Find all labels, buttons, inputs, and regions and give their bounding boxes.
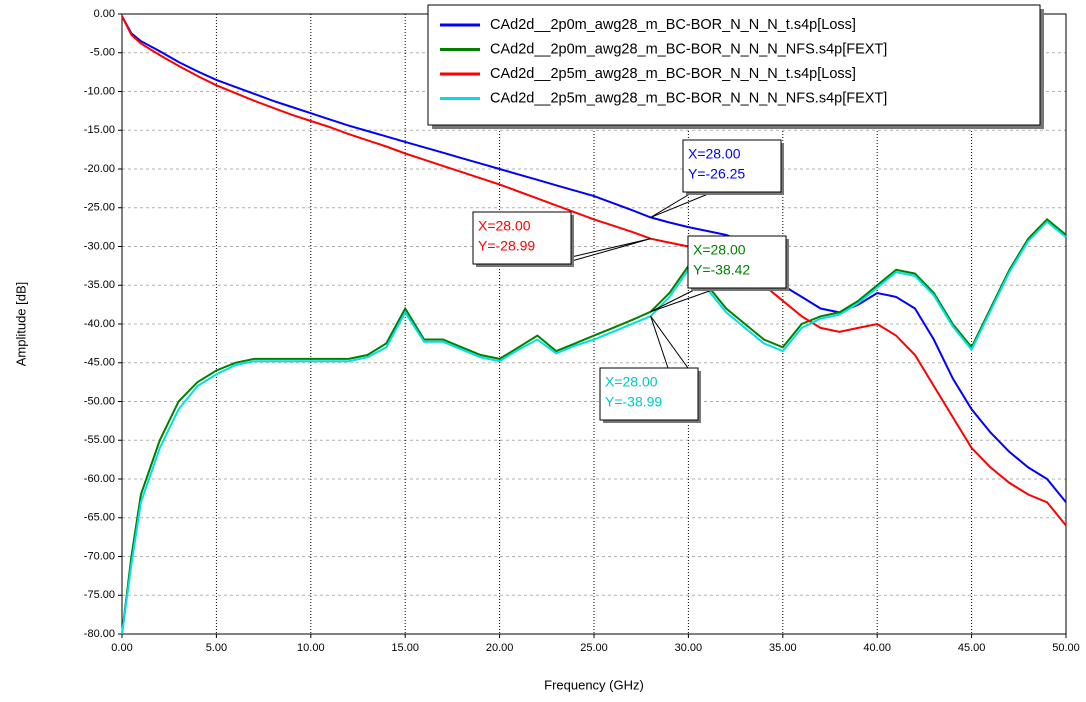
y-tick-label: -5.00: [90, 47, 115, 59]
x-tick-label: 0.00: [111, 642, 132, 654]
legend-label: CAd2d__2p0m_awg28_m_BC-BOR_N_N_N_NFS.s4p…: [490, 41, 887, 57]
annotation-box: [599, 367, 699, 421]
legend-label: CAd2d__2p0m_awg28_m_BC-BOR_N_N_N_t.s4p[L…: [490, 17, 856, 33]
annotation-label: X=28.00: [605, 374, 658, 390]
y-tick-label: -30.00: [84, 240, 115, 252]
y-tick-label: -20.00: [84, 163, 115, 175]
y-tick-label: -60.00: [84, 473, 115, 485]
y-tick-label: -35.00: [84, 279, 115, 291]
annotation-label: X=28.00: [688, 146, 741, 162]
series-line: [121, 15, 1067, 527]
legend-label: CAd2d__2p5m_awg28_m_BC-BOR_N_N_N_NFS.s4p…: [490, 90, 887, 106]
annotation-label: X=28.00: [478, 218, 531, 234]
y-tick-label: -40.00: [84, 318, 115, 330]
annotation-pointer: [650, 287, 719, 313]
x-tick-label: 10.00: [297, 642, 325, 654]
series-line: [121, 220, 1067, 635]
y-tick-label: -45.00: [84, 357, 115, 369]
x-tick-label: 5.00: [206, 642, 227, 654]
annotation-box: [687, 235, 787, 289]
y-tick-label: -75.00: [84, 589, 115, 601]
x-tick-label: 25.00: [580, 642, 608, 654]
x-axis-label: Frequency (GHz): [544, 677, 644, 692]
annotation-label: X=28.00: [693, 242, 746, 258]
annotation-label: Y=-38.42: [693, 262, 750, 278]
x-tick-label: 45.00: [958, 642, 986, 654]
y-tick-label: -10.00: [84, 85, 115, 97]
y-tick-label: -25.00: [84, 202, 115, 214]
annotation-label: Y=-38.99: [605, 394, 662, 410]
series-line: [121, 15, 1067, 503]
y-tick-label: -70.00: [84, 550, 115, 562]
annotation-box: [472, 211, 572, 265]
annotation-label: Y=-28.99: [478, 238, 535, 254]
x-tick-label: 30.00: [675, 642, 703, 654]
annotation-pointer: [560, 238, 651, 265]
x-tick-label: 50.00: [1052, 642, 1080, 654]
annotation-pointer: [650, 315, 689, 369]
annotation-box: [682, 139, 782, 193]
series-line: [121, 218, 1067, 635]
annotation-pointer: [650, 287, 699, 313]
y-tick-label: -15.00: [84, 124, 115, 136]
y-tick-label: -55.00: [84, 434, 115, 446]
y-tick-label: -50.00: [84, 395, 115, 407]
annotation-pointer: [650, 191, 714, 218]
legend-label: CAd2d__2p5m_awg28_m_BC-BOR_N_N_N_t.s4p[L…: [490, 66, 856, 82]
x-tick-label: 20.00: [486, 642, 514, 654]
y-tick-label: -65.00: [84, 512, 115, 524]
y-tick-label: -80.00: [84, 628, 115, 640]
y-axis-label: Amplitude [dB]: [13, 282, 28, 367]
annotation-pointer: [650, 191, 694, 218]
annotation-label: Y=-26.25: [688, 166, 745, 182]
x-tick-label: 15.00: [391, 642, 419, 654]
x-tick-label: 35.00: [769, 642, 797, 654]
x-tick-label: 40.00: [863, 642, 891, 654]
legend: [427, 4, 1041, 126]
y-tick-label: 0.00: [94, 8, 115, 20]
annotation-pointer: [650, 316, 669, 369]
